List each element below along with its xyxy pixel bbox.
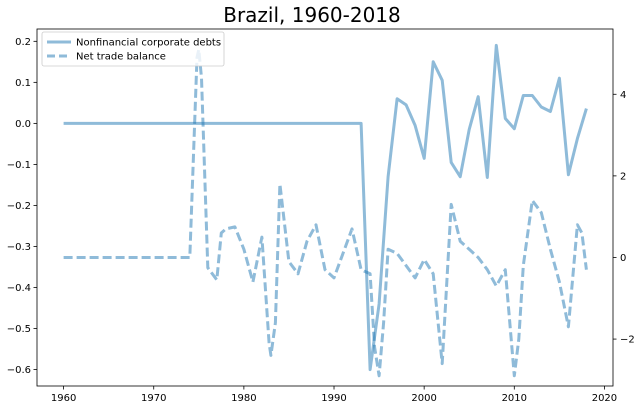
y-left-tick-label: −0.6 bbox=[7, 365, 31, 376]
y-left-tick-label: 0.1 bbox=[15, 78, 31, 89]
plot-frame bbox=[36, 28, 614, 387]
x-axis: 1960 1970 1980 1990 2000 2010 2020 bbox=[51, 386, 617, 404]
y-left-tick-label: −0.1 bbox=[7, 160, 31, 171]
x-tick-label: 1980 bbox=[231, 393, 256, 404]
x-tick-label: 1990 bbox=[321, 393, 346, 404]
x-tick-label: 2000 bbox=[411, 393, 436, 404]
legend-box bbox=[41, 31, 225, 67]
legend: Nonfinancial corporate debts Net trade b… bbox=[41, 31, 225, 67]
x-tick-label: 1970 bbox=[141, 393, 166, 404]
y-right-tick-label: −2 bbox=[620, 335, 635, 346]
x-tick-label: 2010 bbox=[502, 393, 527, 404]
y-left-tick-label: −0.2 bbox=[7, 201, 31, 212]
y-axis-right: −2 0 2 4 bbox=[613, 90, 635, 346]
y-left-tick-label: 0.2 bbox=[15, 37, 31, 48]
legend-label-nonfinancial-corporate-debts: Nonfinancial corporate debts bbox=[76, 38, 221, 49]
legend-label-net-trade-balance: Net trade balance bbox=[76, 52, 166, 63]
series-line-nonfinancial-corporate-debts bbox=[63, 43, 588, 372]
y-left-tick-label: −0.5 bbox=[7, 324, 31, 335]
y-right-tick-label: 2 bbox=[620, 171, 626, 182]
y-axis-left: −0.6 −0.5 −0.4 −0.3 −0.2 −0.1 0.0 0.1 0.2 bbox=[7, 37, 37, 376]
y-left-tick-label: 0.0 bbox=[15, 119, 31, 130]
y-left-tick-label: −0.4 bbox=[7, 283, 31, 294]
x-tick-label: 1960 bbox=[51, 393, 76, 404]
y-left-tick-label: −0.3 bbox=[7, 242, 31, 253]
x-tick-label: 2020 bbox=[592, 393, 617, 404]
chart-title: Brazil, 1960-2018 bbox=[223, 3, 401, 27]
series-layer bbox=[63, 43, 588, 378]
y-right-tick-label: 4 bbox=[620, 90, 626, 101]
series-line-net-trade-balance bbox=[63, 47, 588, 378]
y-right-tick-label: 0 bbox=[620, 253, 626, 264]
